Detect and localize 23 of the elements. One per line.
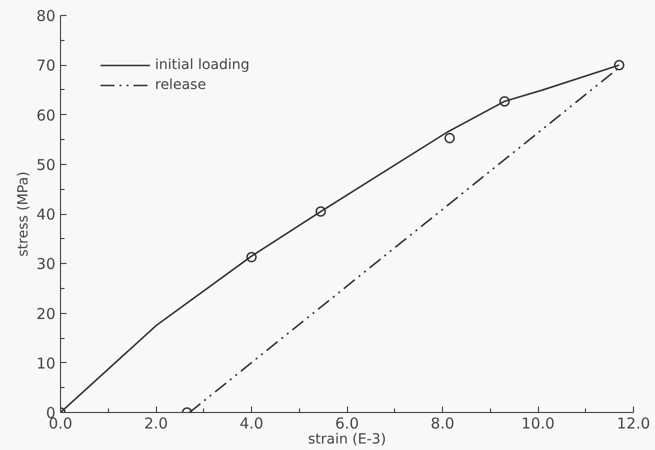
point: [499, 96, 510, 107]
y-tick-label: 50: [36, 156, 56, 174]
y-tick-label: 20: [36, 304, 56, 323]
point: [246, 252, 257, 262]
point: [315, 206, 326, 217]
x-axis-title: strain (E-3): [308, 432, 386, 448]
point: [444, 132, 455, 144]
x-tick-label: 4.0: [240, 414, 264, 432]
y-tick-label: 10: [36, 354, 56, 372]
y-tick-label: 80: [36, 7, 56, 25]
x-tick-label: 10.0: [521, 414, 555, 432]
y-tick-label: 60: [36, 106, 56, 124]
x-tick-label: 12.0: [616, 414, 650, 432]
y-tick-label: 30: [36, 255, 56, 274]
x-tick-label: 6.0: [335, 414, 359, 432]
y-axis-title: stress (MPa): [15, 171, 32, 257]
legend-label: release: [155, 77, 206, 93]
y-tick-label: 70: [36, 56, 56, 75]
x-tick-label: 2.0: [144, 414, 168, 432]
legend-label: initial loading: [155, 57, 250, 73]
x-tick-label: 8.0: [430, 414, 454, 432]
point: [614, 60, 624, 70]
y-tick-label: 40: [36, 206, 56, 224]
